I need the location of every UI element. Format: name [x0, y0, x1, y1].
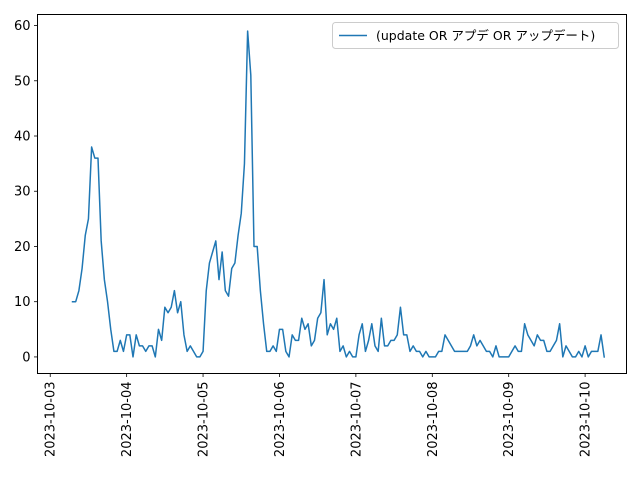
y-axis: 0 10 20 30 40 50 60 [14, 19, 38, 365]
y-tick-label: 40 [14, 130, 31, 145]
x-tick-label: 2023-10-06 [273, 382, 288, 458]
series-line [71, 30, 606, 358]
y-tick-label: 10 [14, 295, 31, 310]
y-tick-label: 20 [14, 240, 31, 255]
x-tick-label: 2023-10-08 [426, 382, 441, 458]
x-tick-label: 2023-10-04 [120, 382, 135, 458]
y-tick-label: 0 [22, 350, 30, 365]
y-tick-label: 30 [14, 185, 31, 200]
y-tick-label: 60 [14, 19, 31, 34]
x-tick-label: 2023-10-05 [197, 382, 212, 458]
legend-box [332, 22, 619, 49]
legend-label: (update OR アプデ OR アップデート) [376, 28, 595, 43]
x-axis: 2023-10-03 2023-10-04 2023-10-05 2023-10-06… [44, 373, 594, 458]
plot-area [37, 14, 627, 374]
legend: (update OR アプデ OR アップデート) [332, 22, 619, 49]
x-tick-label: 2023-10-03 [44, 382, 59, 458]
x-tick-label: 2023-10-10 [579, 382, 594, 458]
x-tick-label: 2023-10-07 [349, 382, 364, 458]
plot-frame [37, 14, 627, 374]
x-tick-label: 2023-10-09 [502, 382, 517, 458]
y-tick-label: 50 [14, 74, 31, 89]
series-layer [71, 30, 606, 358]
